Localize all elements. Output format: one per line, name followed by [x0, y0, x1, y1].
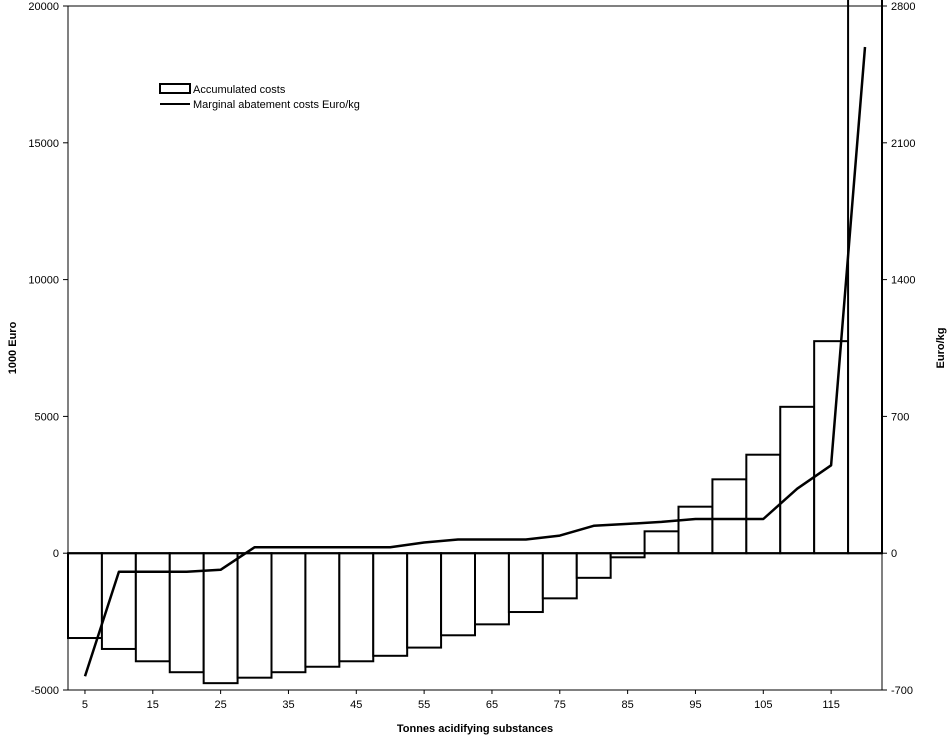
bar-accumulated-costs-18 — [677, 505, 714, 555]
right-y-tick-label-0: -700 — [891, 685, 913, 697]
bar-accumulated-costs-20 — [745, 453, 782, 555]
left-y-tick-label-0: -5000 — [31, 685, 59, 697]
bar-accumulated-costs-14 — [541, 552, 578, 600]
legend-label-accumulated-costs: Accumulated costs — [193, 84, 286, 96]
x-tick-label-6: 65 — [486, 699, 498, 711]
x-tick-label-9: 95 — [689, 699, 701, 711]
left-y-tick-label-4: 15000 — [28, 138, 59, 150]
bar-accumulated-costs-7 — [304, 552, 341, 668]
left-y-tick-label-2: 5000 — [35, 411, 59, 423]
marginal-costs-line-layer — [83, 46, 867, 677]
bar-accumulated-costs-11 — [440, 552, 477, 637]
x-tick-label-5: 55 — [418, 699, 430, 711]
bar-accumulated-costs-5 — [236, 552, 273, 679]
legend-swatch-accumulated-costs — [159, 83, 191, 94]
plot-area-frame — [67, 5, 883, 691]
x-tick-label-10: 105 — [754, 699, 772, 711]
x-tick-label-1: 15 — [147, 699, 159, 711]
accumulated-costs-bars — [67, 0, 883, 685]
right-y-tick-label-3: 1400 — [891, 275, 915, 287]
right-y-tick-label-2: 700 — [891, 411, 909, 423]
bar-accumulated-costs-10 — [406, 552, 443, 649]
bar-accumulated-costs-2 — [134, 552, 171, 663]
bar-accumulated-costs-1 — [100, 552, 137, 650]
legend: Accumulated costs Marginal abatement cos… — [159, 83, 360, 111]
bar-accumulated-costs-23 — [847, 0, 883, 555]
bar-accumulated-costs-0 — [67, 552, 103, 640]
x-tick-label-7: 75 — [554, 699, 566, 711]
line-marginal-abatement-costs — [83, 46, 867, 677]
legend-label-marginal-costs: Marginal abatement costs Euro/kg — [193, 99, 360, 111]
bar-accumulated-costs-9 — [372, 552, 409, 657]
x-tick-label-4: 45 — [350, 699, 362, 711]
x-tick-label-8: 85 — [622, 699, 634, 711]
right-y-tick-label-1: 0 — [891, 548, 897, 560]
right-y-tick-label-5: 2800 — [891, 1, 915, 13]
x-tick-label-0: 5 — [82, 699, 88, 711]
bar-accumulated-costs-19 — [711, 478, 748, 555]
right-y-tick-label-4: 2100 — [891, 138, 915, 150]
left-y-tick-label-3: 10000 — [28, 275, 59, 287]
bar-accumulated-costs-12 — [474, 552, 510, 626]
bar-accumulated-costs-17 — [643, 530, 680, 555]
bar-accumulated-costs-8 — [338, 552, 375, 663]
bar-accumulated-costs-13 — [507, 552, 544, 614]
tick-labels: -5000 0 5000 10000 15000 20000 -700 0 700 1400 210… — [28, 1, 915, 711]
x-tick-label-2: 25 — [215, 699, 227, 711]
bar-accumulated-costs-15 — [575, 552, 612, 579]
left-y-tick-label-1: 0 — [53, 548, 59, 560]
chart-axes — [67, 5, 883, 691]
x-tick-label-3: 35 — [282, 699, 294, 711]
bar-accumulated-costs-6 — [270, 552, 307, 674]
right-y-axis-title: Euro/kg — [935, 328, 947, 369]
left-y-axis-title: 1000 Euro — [7, 321, 19, 374]
bar-accumulated-costs-22 — [813, 340, 850, 555]
left-y-tick-label-5: 20000 — [28, 1, 59, 13]
x-tick-label-11: 115 — [822, 699, 840, 711]
x-axis-title: Tonnes acidifying substances — [397, 723, 553, 735]
bar-accumulated-costs-4 — [202, 552, 239, 685]
